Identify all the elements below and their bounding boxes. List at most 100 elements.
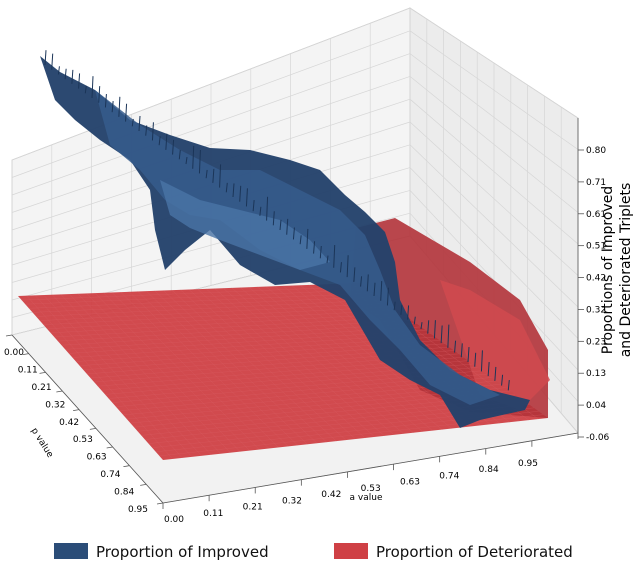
p-axis: 0.00 0.11 0.21 0.32 0.42 0.53 0.63 0.74 0.84 0.95 — [4, 334, 164, 515]
mesh-line — [274, 286, 452, 429]
z-axis-label-line1: Proportions of Improved — [600, 186, 616, 354]
p-tick-label: 0.00 — [4, 348, 24, 358]
p-tick-mark — [156, 502, 164, 505]
surface-spike — [91, 76, 94, 99]
a-tick-label: 0.95 — [518, 459, 538, 469]
surface-spike — [474, 352, 477, 367]
surface-spike — [319, 245, 322, 259]
mesh-line — [257, 286, 433, 431]
legend-deteriorated-swatch — [334, 543, 368, 559]
p-tick-mark — [22, 353, 29, 356]
surface-spike — [57, 66, 60, 75]
surface-spike — [501, 374, 504, 386]
surface-spike — [111, 100, 114, 113]
surface-spike — [205, 169, 208, 179]
surface-spike — [306, 228, 309, 249]
surface-spike — [266, 196, 269, 221]
surface-spike — [313, 241, 316, 254]
mesh-line — [205, 288, 375, 438]
improved-spikes — [44, 50, 510, 391]
grid-line — [409, 121, 579, 276]
z-tick-label: 0.23 — [586, 337, 606, 347]
z-tick-label: 0.80 — [586, 146, 606, 156]
mesh-line — [231, 287, 404, 434]
a-tick-label: 0.11 — [203, 509, 223, 519]
surface-spike — [212, 168, 215, 183]
p-tick-mark — [39, 371, 46, 374]
z-tick-label: 0.51 — [586, 242, 606, 252]
surface-spike — [178, 150, 181, 160]
surface-spike — [507, 379, 510, 391]
a-axis-line — [162, 432, 579, 504]
surface-spike — [219, 164, 222, 188]
surface-spike — [158, 136, 161, 146]
surface-spike — [118, 96, 121, 117]
surface-spike — [138, 115, 141, 132]
legend-improved-swatch — [54, 543, 88, 559]
surface-spike — [245, 188, 248, 207]
a-tick-label: 0.42 — [321, 490, 341, 500]
surface-spike — [51, 53, 54, 70]
surface-spike — [393, 301, 396, 311]
surface-spike — [172, 139, 175, 155]
a-tick-label: 0.74 — [439, 471, 459, 481]
p-tick-label: 0.84 — [114, 488, 134, 498]
surface-spike — [413, 316, 416, 325]
surface-spike — [131, 118, 134, 127]
a-tick-label: 0.00 — [164, 515, 184, 525]
surface-spike — [165, 133, 168, 150]
legend-deteriorated-label: Proportion of Deteriorated — [376, 543, 573, 561]
z-tick-label: 0.32 — [586, 305, 606, 315]
surface-spike — [467, 347, 470, 363]
surface-spike — [299, 235, 302, 245]
p-axis-line — [11, 334, 164, 504]
surface-spike — [64, 68, 67, 80]
surface-spike — [380, 281, 383, 301]
p-tick-mark — [56, 390, 63, 393]
a-tick-label: 0.84 — [479, 465, 499, 475]
mesh-line — [214, 288, 385, 437]
surface-spike — [225, 182, 228, 193]
surface-spike — [272, 211, 275, 226]
surface-spike — [386, 287, 389, 306]
a-tick-label: 0.63 — [400, 478, 420, 488]
mesh-line — [197, 289, 366, 439]
surface-spike — [440, 325, 443, 344]
p-tick-mark — [140, 483, 147, 486]
surface-spike — [279, 219, 282, 231]
surface-spike — [326, 255, 329, 264]
surface-spike — [353, 267, 356, 282]
mesh-line — [223, 288, 395, 435]
p-tick-mark — [123, 465, 130, 468]
surface-spike — [400, 304, 403, 315]
a-tick-label: 0.53 — [361, 484, 381, 494]
mesh-line — [240, 287, 414, 433]
surface-spike — [333, 245, 336, 268]
surface-spike — [366, 274, 369, 292]
p-tick-label: 0.95 — [128, 505, 148, 515]
mesh-line — [159, 414, 544, 457]
surface-spike — [433, 320, 436, 339]
a-axis-label: a value — [350, 493, 383, 503]
grid-line — [409, 144, 579, 308]
z-tick-label: -0.06 — [586, 433, 610, 443]
a-axis: 0.00 0.11 0.21 0.32 0.42 0.53 0.63 0.74 0.84 0.95 — [162, 432, 579, 525]
z-tick-label: 0.61 — [586, 210, 606, 220]
surface-spike — [198, 149, 201, 174]
surface-spike — [407, 305, 410, 320]
p-tick-mark — [5, 334, 13, 337]
surface-spike — [192, 145, 195, 169]
mesh-line — [248, 287, 424, 432]
p-tick-label: 0.74 — [100, 470, 120, 480]
legend: Proportion of Improved Proportion of Det… — [54, 543, 573, 561]
surface-spike — [339, 262, 342, 273]
surface-spike — [125, 103, 128, 122]
legend-improved-label: Proportion of Improved — [96, 543, 269, 561]
surface-spike — [239, 185, 242, 202]
z-tick-label: 0.04 — [586, 401, 606, 411]
surface-spike — [460, 343, 463, 358]
surface-spike — [360, 276, 363, 287]
p-tick-label: 0.11 — [18, 365, 38, 375]
surface-spike — [44, 50, 47, 66]
